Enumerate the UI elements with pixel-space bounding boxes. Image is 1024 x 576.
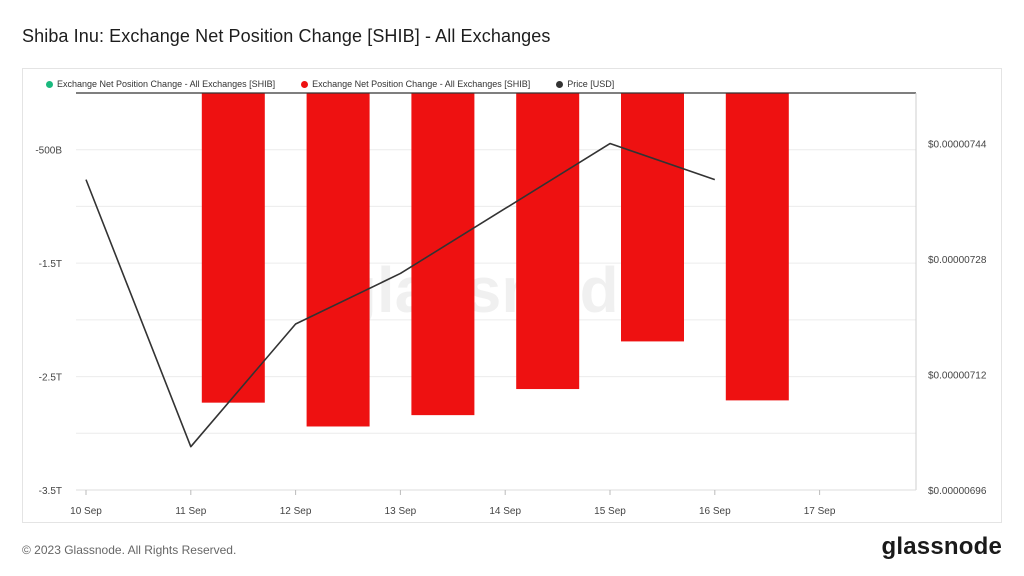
y-right-tick-label: $0.00000744	[928, 140, 987, 151]
y-left-tick-label: -3.5T	[39, 486, 62, 497]
price-line	[85, 142, 716, 448]
bar	[516, 93, 580, 390]
x-tick-label: 17 Sep	[804, 506, 836, 517]
y-right-tick-label: $0.00000728	[928, 255, 987, 266]
bar	[306, 93, 370, 427]
x-tick-label: 16 Sep	[699, 506, 731, 517]
y-right-tick-label: $0.00000712	[928, 371, 987, 382]
y-right-tick-label: $0.00000696	[928, 486, 987, 497]
y-left-tick-label: -2.5T	[39, 373, 62, 384]
x-tick-label: 13 Sep	[385, 506, 417, 517]
legend-label: Price [USD]	[567, 79, 615, 89]
legend-dot-price-icon	[556, 80, 564, 88]
legend-item-price[interactable]: Price [USD]	[556, 79, 614, 89]
bar	[201, 93, 265, 403]
y-left-tick-label: -1.5T	[39, 259, 62, 270]
x-tick-label: 11 Sep	[175, 506, 206, 517]
copyright-footer: © 2023 Glassnode. All Rights Reserved.	[22, 543, 237, 557]
legend-dot-green-icon	[46, 80, 53, 88]
watermark: glassnode	[338, 254, 655, 326]
chart-legend: Exchange Net Position Change - All Excha…	[46, 79, 614, 89]
x-tick-label: 12 Sep	[280, 506, 312, 517]
x-tick-label: 15 Sep	[594, 506, 626, 517]
legend-item-green[interactable]: Exchange Net Position Change - All Excha…	[46, 79, 275, 89]
chart-panel	[22, 68, 1002, 523]
x-tick-label: 14 Sep	[489, 506, 521, 517]
chart-title: Shiba Inu: Exchange Net Position Change …	[22, 26, 551, 46]
legend-label: Exchange Net Position Change - All Excha…	[57, 79, 276, 89]
brand-logo: glassnode	[881, 533, 1002, 560]
bar	[621, 93, 684, 342]
legend-dot-red-icon	[301, 80, 309, 88]
y-left-tick-label: -500B	[35, 146, 62, 157]
bar	[725, 93, 789, 401]
legend-item-red[interactable]: Exchange Net Position Change - All Excha…	[301, 79, 530, 89]
x-tick-label: 10 Sep	[70, 506, 102, 517]
legend-label: Exchange Net Position Change - All Excha…	[312, 79, 531, 89]
bar	[411, 93, 475, 416]
